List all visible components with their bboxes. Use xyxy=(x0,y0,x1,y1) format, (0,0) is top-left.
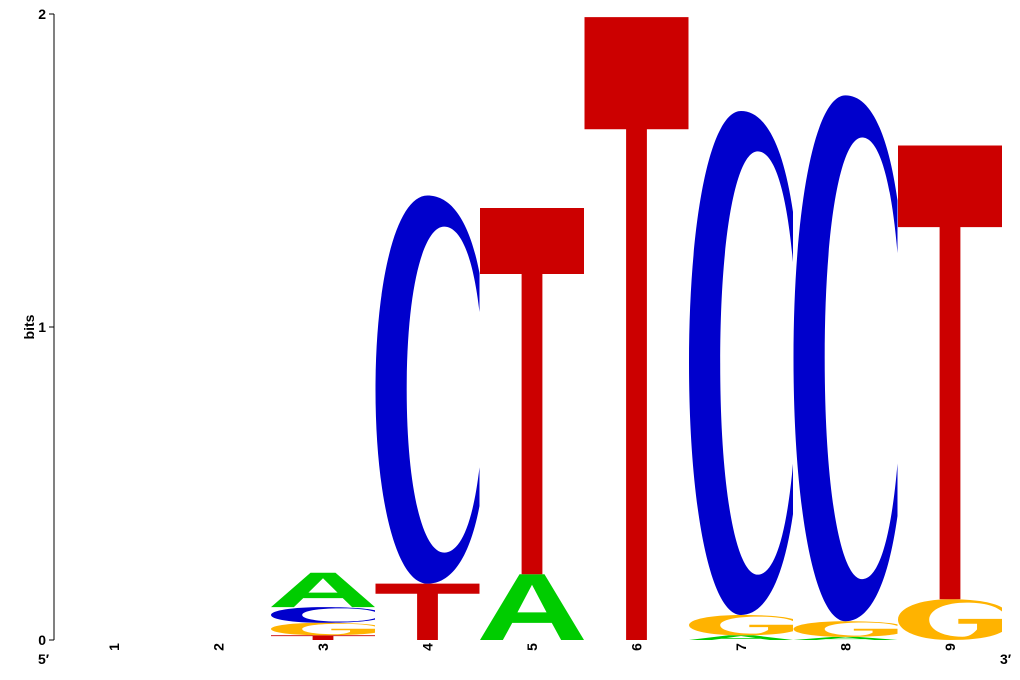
x-tick-label-8: 8 xyxy=(838,643,854,651)
letter-C-pos-3 xyxy=(271,607,375,623)
letter-T-pos-9 xyxy=(898,145,1002,600)
letter-A-pos-3 xyxy=(271,572,375,608)
x-end-label-left: 5′ xyxy=(38,651,50,667)
logo-column-8 xyxy=(793,95,898,640)
letter-G-pos-8 xyxy=(793,621,898,637)
y-tick-label: 2 xyxy=(38,6,46,22)
x-tick-label-9: 9 xyxy=(942,643,958,651)
logo-column-7 xyxy=(689,111,793,640)
letter-C-pos-4 xyxy=(375,195,480,584)
letter-T-pos-6 xyxy=(584,17,689,640)
logo-column-3 xyxy=(271,572,375,640)
x-tick-label-1: 1 xyxy=(106,643,122,651)
logo-column-9 xyxy=(898,145,1002,640)
x-tick-label-7: 7 xyxy=(733,643,749,651)
letter-A-pos-5 xyxy=(480,574,584,640)
x-end-label-right: 3′ xyxy=(1000,651,1012,667)
letter-A-pos-8 xyxy=(793,636,898,640)
logo-column-4 xyxy=(375,195,480,640)
y-axis: 0 1 2 xyxy=(38,6,55,648)
logo-column-6 xyxy=(584,17,689,640)
y-axis-label: bits xyxy=(21,314,37,339)
letter-T-pos-3 xyxy=(271,635,375,640)
letter-C-pos-8 xyxy=(793,95,898,622)
logo-column-5 xyxy=(480,208,584,640)
letter-G-pos-9 xyxy=(898,599,1002,640)
y-tick-label: 0 xyxy=(38,632,46,648)
plot-area xyxy=(271,17,1002,640)
x-tick-labels: 1 2 3 4 5 6 7 8 9 xyxy=(106,643,958,651)
x-tick-label-3: 3 xyxy=(315,643,331,651)
letter-T-pos-4 xyxy=(375,583,480,640)
x-tick-label-6: 6 xyxy=(629,643,645,651)
x-tick-label-5: 5 xyxy=(524,643,540,651)
x-tick-label-2: 2 xyxy=(211,643,227,651)
letter-C-pos-7 xyxy=(689,111,793,615)
letter-T-pos-5 xyxy=(480,208,584,575)
letter-G-pos-3 xyxy=(271,622,375,636)
x-tick-label-4: 4 xyxy=(420,643,436,651)
letter-G-pos-7 xyxy=(689,614,793,636)
letter-A-pos-7 xyxy=(689,635,793,640)
y-tick-label: 1 xyxy=(38,319,46,335)
